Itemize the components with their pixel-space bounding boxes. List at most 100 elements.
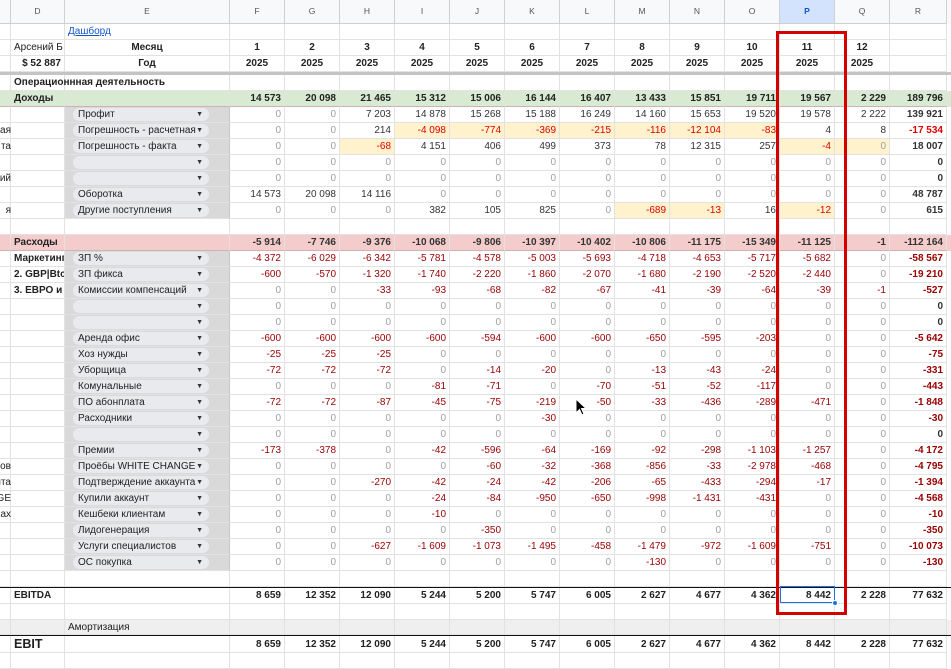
dropdown-chip[interactable]: Премии ▼ xyxy=(73,444,209,457)
month-number[interactable]: 9 xyxy=(670,40,725,56)
value-cell-L[interactable]: 0 xyxy=(560,155,615,171)
column-header-N[interactable]: N xyxy=(670,0,725,24)
value-cell-K[interactable]: 16 144 xyxy=(505,91,560,107)
cell[interactable] xyxy=(725,75,780,91)
dropdown-arrow-icon[interactable]: ▼ xyxy=(196,303,203,310)
cell-c[interactable]: ANGE xyxy=(0,491,11,507)
value-cell-F[interactable]: 0 xyxy=(230,507,285,523)
cell[interactable] xyxy=(11,620,65,635)
value-cell-L[interactable]: -600 xyxy=(560,331,615,347)
cell-c[interactable] xyxy=(0,555,11,571)
value-cell-H[interactable]: 214 xyxy=(340,123,395,139)
value-cell-R[interactable]: -10 073 xyxy=(890,539,947,555)
value-cell-F[interactable]: -72 xyxy=(230,395,285,411)
value-cell-M[interactable]: -10 806 xyxy=(615,235,670,251)
value-cell-N[interactable]: 0 xyxy=(670,187,725,203)
value-cell-R[interactable]: -17 534 xyxy=(890,123,947,139)
value-cell-G[interactable]: 0 xyxy=(285,315,340,331)
value-cell-R[interactable]: -350 xyxy=(890,523,947,539)
cell[interactable] xyxy=(65,75,230,91)
cell[interactable] xyxy=(615,75,670,91)
value-cell-F[interactable]: -5 914 xyxy=(230,235,285,251)
cell[interactable] xyxy=(780,604,835,620)
cell[interactable] xyxy=(395,571,450,587)
category-dropdown[interactable]: Оборотка ▼ xyxy=(65,187,230,203)
value-cell-F[interactable]: 0 xyxy=(230,379,285,395)
value-cell-J[interactable]: 406 xyxy=(450,139,505,155)
cell[interactable] xyxy=(835,653,890,669)
cell[interactable] xyxy=(340,75,395,91)
cell[interactable] xyxy=(560,219,615,235)
value-cell-F[interactable]: 0 xyxy=(230,155,285,171)
value-cell-G[interactable]: -6 029 xyxy=(285,251,340,267)
value-cell-K[interactable]: -32 xyxy=(505,459,560,475)
year-value[interactable]: 2025 xyxy=(780,56,835,72)
value-cell-P[interactable]: -751 xyxy=(780,539,835,555)
value-cell-G[interactable]: 0 xyxy=(285,123,340,139)
value-cell-N[interactable]: -2 190 xyxy=(670,267,725,283)
value-cell-O[interactable]: -2 520 xyxy=(725,267,780,283)
value-cell-F[interactable]: -25 xyxy=(230,347,285,363)
column-header-I[interactable]: I xyxy=(395,0,450,24)
value-cell-R[interactable]: -527 xyxy=(890,283,947,299)
value-cell-L[interactable]: -50 xyxy=(560,395,615,411)
cell[interactable] xyxy=(670,571,725,587)
value-cell-F[interactable]: 0 xyxy=(230,299,285,315)
category-dropdown[interactable]: Комиссии компенсаций ▼ xyxy=(65,283,230,299)
cell[interactable] xyxy=(11,363,65,379)
value-cell-K[interactable]: -82 xyxy=(505,283,560,299)
cell[interactable] xyxy=(395,75,450,91)
dropdown-arrow-icon[interactable]: ▼ xyxy=(196,511,203,518)
column-header-G[interactable]: G xyxy=(285,0,340,24)
value-cell-G[interactable]: 20 098 xyxy=(285,91,340,107)
value-cell-K[interactable]: -600 xyxy=(505,331,560,347)
value-cell-I[interactable]: 15 312 xyxy=(395,91,450,107)
value-cell-P[interactable]: -468 xyxy=(780,459,835,475)
value-cell-P[interactable]: 0 xyxy=(780,155,835,171)
dropdown-arrow-icon[interactable]: ▼ xyxy=(196,415,203,422)
dropdown-chip[interactable]: Проёбы WHITE CHANGE ▼ xyxy=(73,460,209,473)
cell[interactable] xyxy=(615,604,670,620)
cell[interactable] xyxy=(450,219,505,235)
category-dropdown[interactable]: Другие поступления ▼ xyxy=(65,203,230,219)
value-cell-G[interactable]: 0 xyxy=(285,107,340,123)
value-cell-J[interactable]: -60 xyxy=(450,459,505,475)
value-cell-R[interactable]: 0 xyxy=(890,155,947,171)
cell[interactable] xyxy=(890,75,947,91)
value-cell-H[interactable]: 0 xyxy=(340,443,395,459)
month-number[interactable]: 12 xyxy=(835,40,890,56)
cell[interactable] xyxy=(450,604,505,620)
value-cell-G[interactable]: 0 xyxy=(285,411,340,427)
cell[interactable] xyxy=(615,620,670,635)
value-cell-F[interactable]: 0 xyxy=(230,523,285,539)
value-cell-O[interactable]: 4 362 xyxy=(725,636,780,653)
cell[interactable] xyxy=(11,539,65,555)
cell[interactable] xyxy=(450,653,505,669)
category-dropdown[interactable]: Подтверждение аккаунта ▼ xyxy=(65,475,230,491)
value-cell-M[interactable]: -65 xyxy=(615,475,670,491)
cell[interactable] xyxy=(395,219,450,235)
cell[interactable] xyxy=(505,75,560,91)
value-cell-R[interactable]: -58 567 xyxy=(890,251,947,267)
value-cell-J[interactable]: -774 xyxy=(450,123,505,139)
value-cell-Q[interactable]: 2 228 xyxy=(835,636,890,653)
value-cell-Q[interactable]: 0 xyxy=(835,203,890,219)
value-cell-H[interactable]: 0 xyxy=(340,203,395,219)
value-cell-R[interactable]: -75 xyxy=(890,347,947,363)
category-dropdown[interactable]: Кешбеки клиентам ▼ xyxy=(65,507,230,523)
value-cell-H[interactable]: 0 xyxy=(340,379,395,395)
value-cell-F[interactable]: -72 xyxy=(230,363,285,379)
dropdown-arrow-icon[interactable]: ▼ xyxy=(196,271,203,278)
year-value[interactable]: 2025 xyxy=(560,56,615,72)
dropdown-arrow-icon[interactable]: ▼ xyxy=(196,175,203,182)
dropdown-arrow-icon[interactable]: ▼ xyxy=(196,383,203,390)
row-title[interactable]: 2. GBP|Btc xyxy=(11,267,65,283)
cell[interactable] xyxy=(615,219,670,235)
dropdown-arrow-icon[interactable]: ▼ xyxy=(196,351,203,358)
month-number[interactable]: 11 xyxy=(780,40,835,56)
category-dropdown[interactable]: ЗП % ▼ xyxy=(65,251,230,267)
value-cell-R[interactable]: -30 xyxy=(890,411,947,427)
category-dropdown[interactable]: ОС покупка ▼ xyxy=(65,555,230,571)
value-cell-O[interactable]: 0 xyxy=(725,299,780,315)
value-cell-J[interactable]: -2 220 xyxy=(450,267,505,283)
